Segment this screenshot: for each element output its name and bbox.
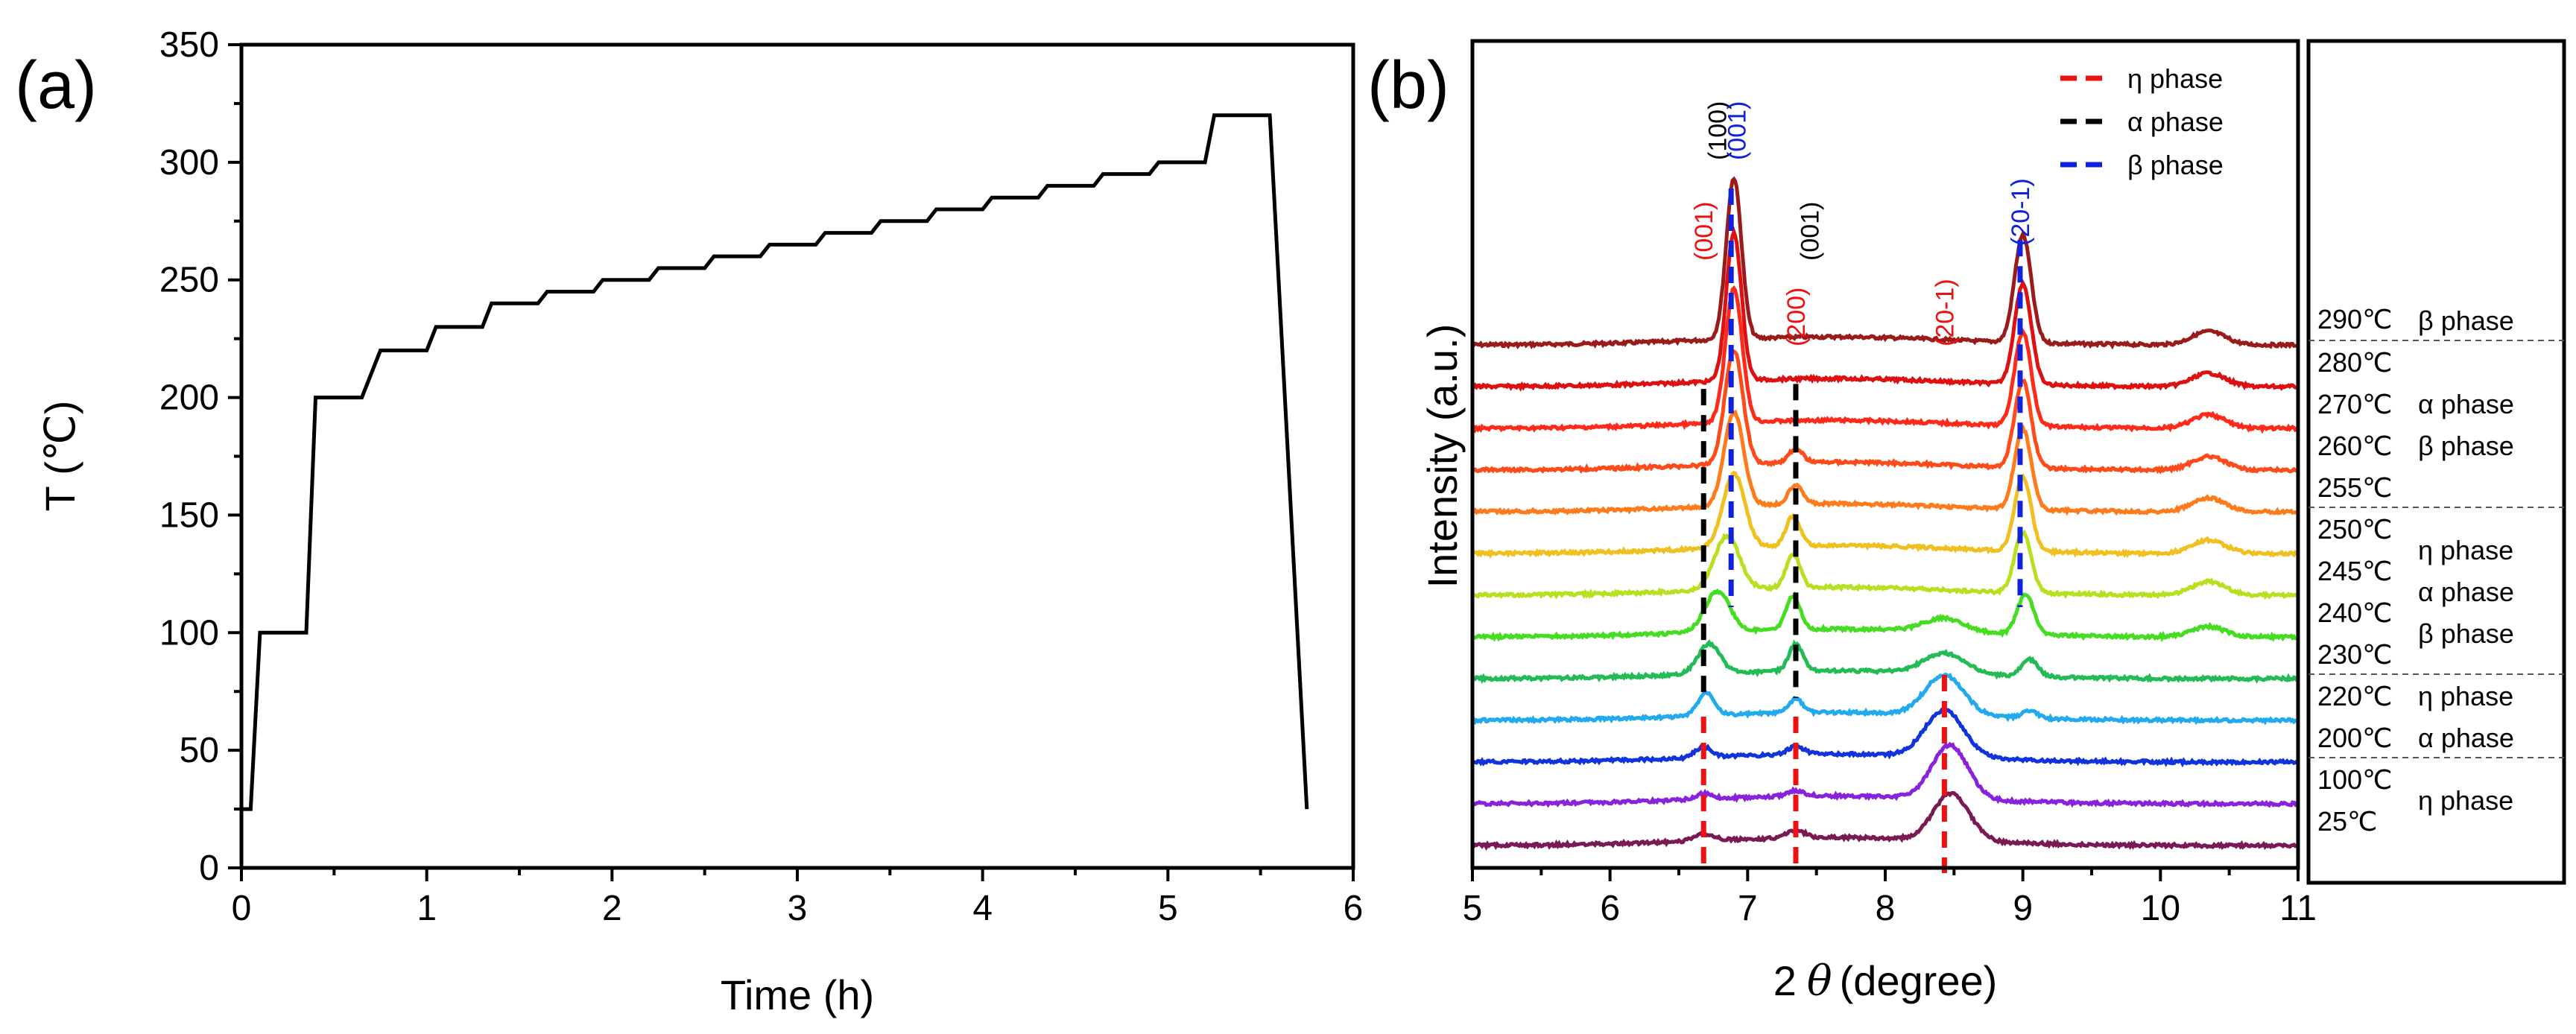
temperature-label: 270℃ [2317,389,2393,419]
temperature-label: 280℃ [2317,347,2393,378]
panel-b-label: (b) [1367,48,1449,123]
temperature-label: 250℃ [2317,514,2393,545]
y-tick-label: 0 [199,849,219,888]
peak-label: (100) [1704,101,1732,160]
peak-label: (20-1) [1931,279,1959,346]
panel-b-ylabel: Intensity (a.u.) [1419,324,1466,589]
phase-label: η phase [2418,535,2513,565]
xlabel-prefix: 2 [1773,957,1797,1004]
xrd-curve [1472,741,2300,808]
panel-a-ticks: 0 1 2 3 4 5 6 0 50 100 150 200 250 300 350 [159,25,1363,928]
xrd-curve [1471,672,2299,726]
x-tick-label: 10 [2141,889,2180,928]
peak-label: (20-1) [2007,178,2035,246]
temperature-label: 25℃ [2317,806,2377,837]
xrd-curve [1472,639,2299,685]
peak-label: (001) [1796,202,1824,261]
panel-a-ylabel: T (℃) [37,401,83,512]
peak-labels: (001)(100)(001)(200)(001)(20-1)(20-1) [1690,101,2035,346]
temperature-label: 100℃ [2317,764,2393,795]
side-panel-frame [2306,39,2566,885]
side-panel: 290℃ β phase 280℃ 270℃ 260℃ 255℃ α phase β phas… [2308,304,2564,837]
panel-b: (b) (001)(100)(001)(200)(001)(20-1)(20-1… [1367,39,2566,1006]
y-tick-label: 100 [159,613,219,653]
panel-a-xlabel: Time (h) [721,971,874,1018]
y-tick-label: 50 [180,731,219,770]
xrd-curve [1472,176,2300,350]
temperature-label: 260℃ [2317,431,2393,461]
x-tick-label: 5 [1158,889,1178,928]
temperature-label: 220℃ [2317,681,2393,711]
phase-label: α phase [2418,389,2514,419]
y-tick-label: 300 [159,143,219,183]
legend: η phase α phase β phase [2060,63,2224,180]
temperature-label: 240℃ [2317,597,2393,628]
xrd-curve [1471,790,2300,851]
x-tick-label: 1 [417,889,437,928]
x-tick-label: 8 [1876,889,1896,928]
xrd-curve [1471,705,2300,768]
x-tick-label: 7 [1738,889,1758,928]
xrd-curve [1472,409,2300,516]
xrd-curve [1471,588,2300,642]
reference-lines [1700,188,2023,873]
xrd-curve [1472,226,2299,392]
theta-symbol: θ [1807,957,1832,1006]
x-tick-label: 2 [602,889,622,928]
temperature-label: 255℃ [2317,472,2393,503]
x-tick-label: 6 [1344,889,1364,928]
xrd-curve [1471,529,2299,600]
xrd-curve [1471,349,2300,475]
x-tick-label: 0 [232,889,252,928]
phase-label: β phase [2418,305,2514,336]
xrd-curves [1471,176,2300,851]
x-tick-label: 4 [972,889,993,928]
y-tick-label: 350 [159,25,219,65]
xlabel-unit: (degree) [1840,957,1998,1004]
phase-label: η phase [2418,681,2513,711]
panel-b-xlabel: 2 θ (degree) [1773,957,1998,1006]
xrd-curve [1472,285,2299,434]
legend-label: α phase [2127,107,2224,137]
phase-label: α phase [2418,723,2514,753]
panel-a-label: (a) [15,48,97,123]
y-tick-label: 150 [159,495,219,535]
x-tick-label: 5 [1463,889,1483,928]
legend-label: η phase [2127,63,2223,94]
phase-label: β phase [2418,618,2514,649]
x-tick-label: 11 [2279,889,2317,928]
phase-label: η phase [2418,785,2513,816]
panel-a: (a) 0 1 2 3 4 5 6 0 50 100 150 200 250 300 350 Time (h… [15,25,1363,1018]
temperature-label: 245℃ [2317,556,2393,586]
x-tick-label: 9 [2013,889,2033,928]
x-tick-label: 6 [1600,889,1620,928]
phase-label: α phase [2418,577,2514,607]
peak-label: (001) [1724,101,1752,160]
panel-a-frame [239,42,1355,870]
x-tick-label: 3 [788,889,808,928]
y-tick-label: 200 [159,378,219,418]
legend-label: β phase [2127,150,2224,180]
peak-label: (200) [1782,288,1811,346]
panel-b-ticks: 5 6 7 8 9 10 11 [1463,868,2317,928]
temperature-program-line [241,113,1309,811]
peak-label: (001) [1690,202,1718,261]
temperature-label: 200℃ [2317,723,2393,753]
temperature-label: 230℃ [2317,639,2393,670]
y-tick-label: 250 [159,261,219,300]
phase-label: β phase [2418,431,2514,461]
xrd-curve [1471,470,2300,559]
temperature-label: 290℃ [2317,304,2393,334]
